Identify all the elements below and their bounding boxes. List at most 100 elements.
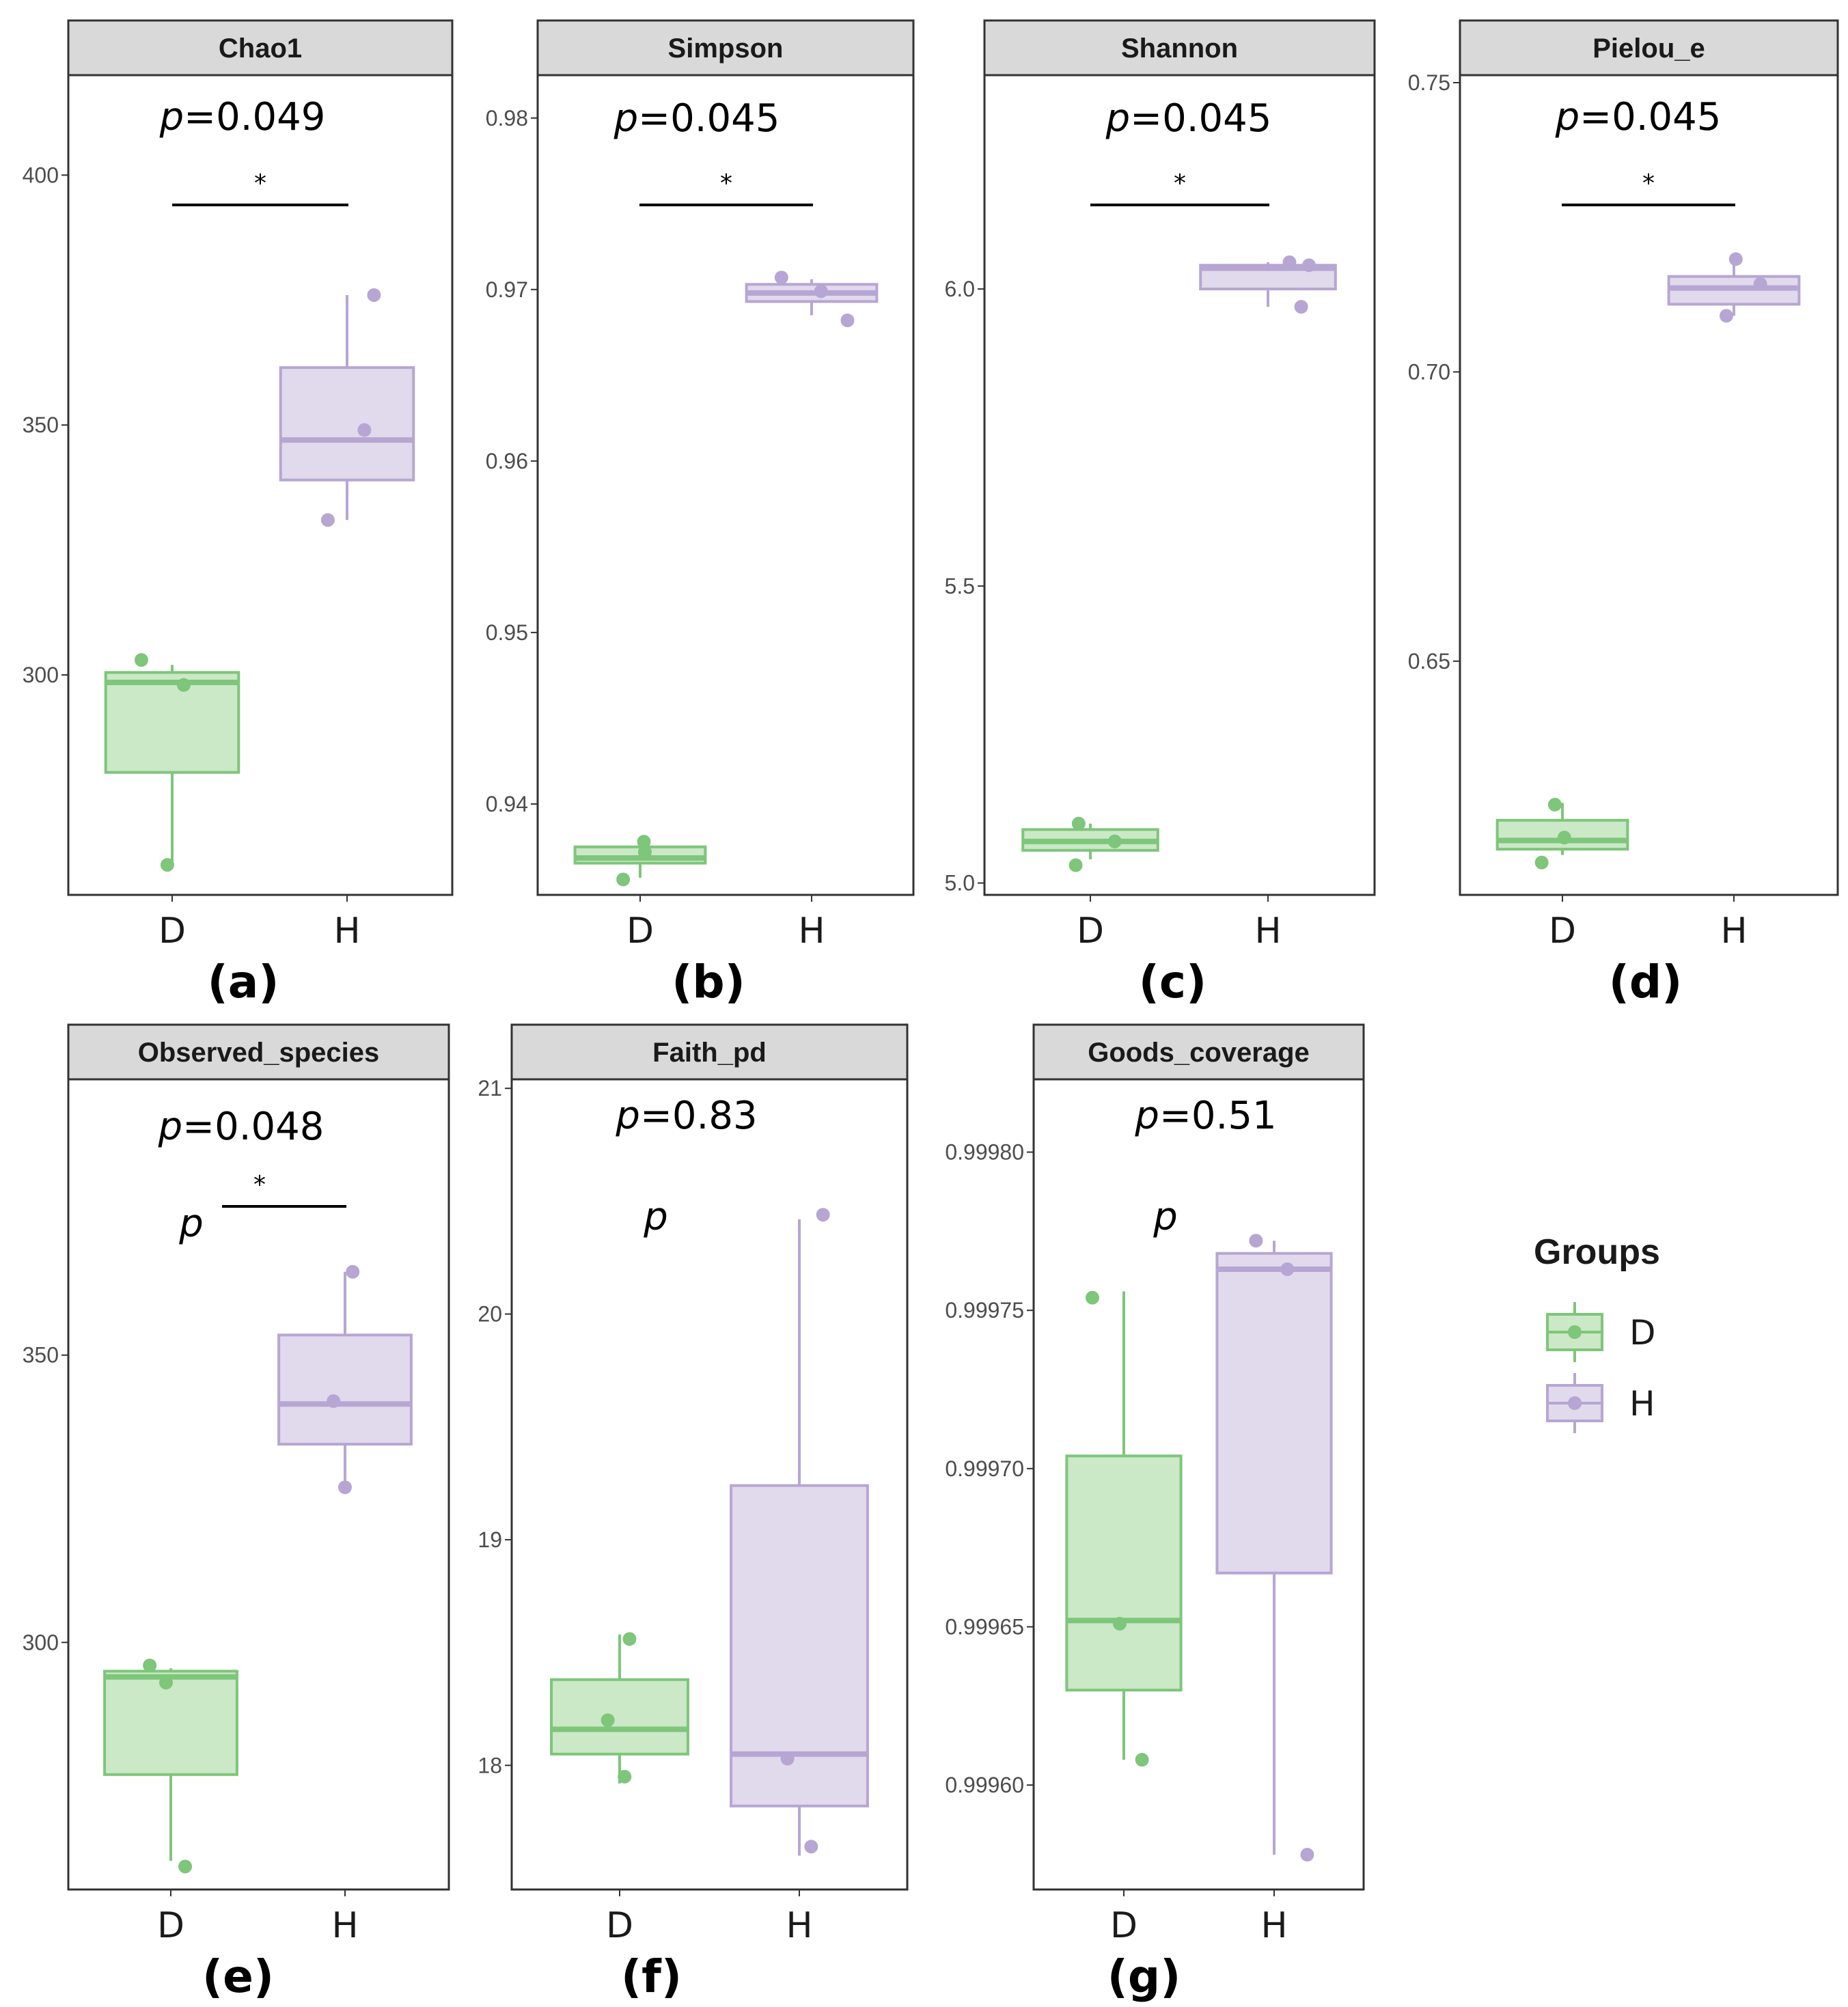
plot-area [1459,74,1839,896]
p-value-label: p=0.049 [159,95,326,139]
data-point-d [1071,816,1086,831]
data-point-h [367,288,381,302]
box-iqr [1215,1251,1333,1575]
x-category-label: H [1260,1905,1287,1946]
y-tick-label: 0.99960 [945,1773,1024,1797]
facet-title: Observed_species [138,1038,380,1068]
p-annotation: p [178,1202,204,1246]
y-tick-label: 300 [23,663,59,687]
panel-faith_pd: Faith_pd 18 19 20 21 D Hp=0.83 p (f) [478,1023,909,2003]
y-tick-label: 5.5 [945,574,975,598]
x-category-label: H [331,1905,358,1946]
legend-item-h: H [1546,1373,1655,1433]
data-point-d [1557,831,1571,845]
x-category-label: D [1549,911,1576,952]
data-point-h [1719,309,1733,323]
data-point-h [816,1208,830,1222]
p-value-label: p=0.83 [615,1094,757,1138]
y-tick-label: 20 [478,1302,502,1327]
significance-star: * [253,1171,266,1199]
p-value-label: p=0.048 [158,1105,325,1149]
y-tick-label: 350 [23,1343,59,1368]
box-d [103,1668,238,1861]
data-point-h [1753,277,1767,291]
x-category-label: H [1254,911,1281,952]
panel-label: (f) [621,1950,682,2003]
box-iqr [103,1670,238,1776]
data-point-h [1280,1262,1295,1276]
legend-key-point [1568,1325,1582,1339]
facet-strip [1459,19,1839,77]
panel-goods_coverage: Goods_coverage 0.99960 0.99965 0.99970 0.999… [945,1023,1365,2003]
panel-shannon: Shannon 5.0 5.5 6.0 D Hp=0.045 * (c) [945,19,1376,1008]
facet-strip [67,19,454,77]
box-iqr [730,1484,869,1808]
x-category-label: D [606,1905,633,1946]
data-point-h [780,1752,795,1766]
facet-strip [510,1023,909,1081]
legend-label: D [1629,1313,1656,1353]
y-tick-label: 18 [478,1753,502,1777]
facet-title: Simpson [668,33,784,64]
data-point-d [1086,1290,1100,1305]
data-point-h [1294,300,1308,314]
panel-label: (b) [672,956,745,1008]
facet-title: Chao1 [219,33,302,64]
facet-title: Goods_coverage [1088,1038,1310,1068]
facet-strip [67,1023,450,1081]
data-point-h [1302,258,1316,273]
data-point-h [327,1394,341,1409]
y-tick-label: 5.0 [945,871,975,896]
data-point-h [1300,1848,1314,1862]
data-point-h [804,1840,818,1854]
facet-title: Shannon [1121,33,1238,64]
significance-star: * [1174,169,1186,197]
panel-label: (g) [1107,1950,1181,2003]
legend-title: Groups [1534,1232,1660,1272]
box-d [104,665,240,866]
y-tick-label: 0.99975 [945,1298,1024,1323]
y-tick-label: 350 [23,413,59,437]
y-tick-label: 21 [478,1076,502,1101]
x-category-label: D [1077,911,1104,952]
p-annotation: p [1153,1195,1178,1239]
panel-chao1: Chao1 300 350 400 D Hp=0.049 * (a) [23,19,454,1008]
data-point-h [774,271,788,285]
y-tick-label: 0.96 [486,449,528,473]
data-point-h [1282,255,1297,269]
box-d [1065,1291,1183,1760]
data-point-d [143,1658,157,1672]
y-tick-label: 0.99970 [945,1456,1024,1481]
legend-key-point [1568,1396,1582,1410]
facet-title: Faith_pd [652,1038,767,1068]
box-h [730,1219,869,1856]
data-point-d [637,845,652,859]
data-point-h [338,1480,352,1495]
data-point-d [1107,834,1122,848]
legend: Groups DH [1534,1232,1660,1433]
y-tick-label: 0.65 [1408,649,1450,674]
panel-label: (e) [202,1950,274,2003]
box-iqr [277,1333,413,1446]
facet-strip [536,19,915,77]
data-point-d [637,835,651,849]
data-point-d [158,1676,173,1690]
plot-area [536,74,915,896]
y-tick-label: 0.95 [486,620,528,645]
box-iqr [550,1678,689,1756]
data-point-h [320,513,335,527]
p-annotation: p [643,1195,668,1239]
y-tick-label: 300 [23,1630,59,1655]
y-tick-label: 0.99980 [945,1140,1024,1165]
data-point-d [622,1632,637,1646]
data-point-h [1728,252,1743,266]
legend-label: H [1629,1384,1655,1424]
data-point-d [134,653,148,667]
y-tick-label: 19 [478,1527,502,1552]
data-point-d [1068,858,1083,872]
y-tick-label: 0.99965 [945,1614,1024,1639]
data-point-d [1112,1616,1127,1631]
panel-label: (c) [1139,956,1206,1008]
box-h [1215,1241,1333,1855]
data-point-d [1547,797,1562,812]
